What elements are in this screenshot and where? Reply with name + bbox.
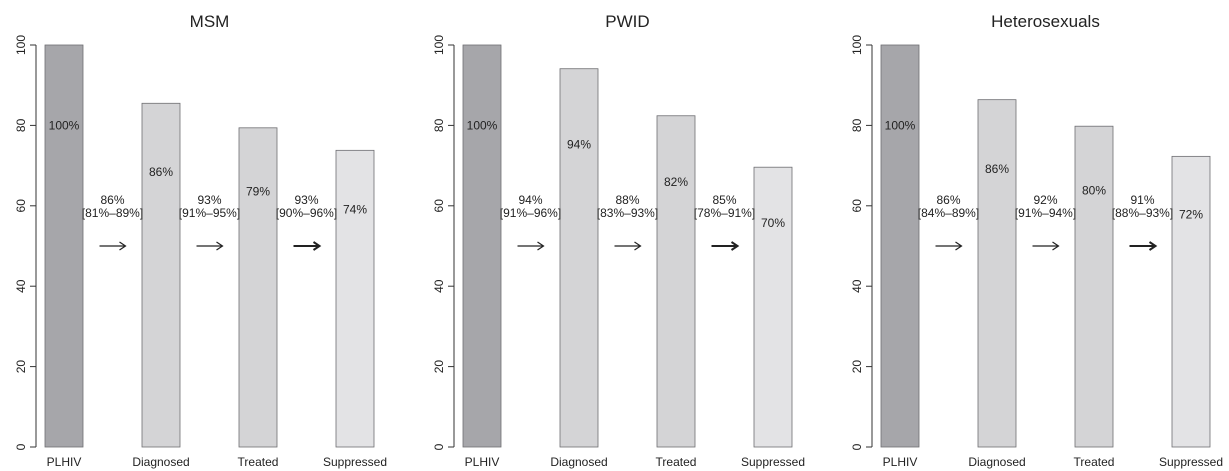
x-category-label: Diagnosed <box>132 455 189 469</box>
y-tick-label: 0 <box>432 443 446 450</box>
bar-diagnosed <box>977 99 1017 448</box>
transition-arrowhead <box>1148 241 1158 251</box>
y-tick-label: 40 <box>14 279 28 293</box>
bar-value-label: 82% <box>664 175 688 189</box>
bar-value-label: 80% <box>1082 183 1106 197</box>
x-category-label: PLHIV <box>47 455 82 469</box>
y-tick-label: 40 <box>850 279 864 293</box>
bar-value-label: 94% <box>567 137 591 151</box>
x-category-label: Suppressed <box>1159 455 1223 469</box>
bar-suppressed <box>335 149 375 448</box>
bar-suppressed <box>1171 155 1211 448</box>
x-category-label: PLHIV <box>465 455 500 469</box>
transition-rate: 86% <box>936 193 960 207</box>
y-tick-label: 40 <box>432 279 446 293</box>
bar-treated <box>238 127 278 448</box>
y-tick-label: 80 <box>432 118 446 132</box>
y-tick-label: 60 <box>432 199 446 213</box>
y-tick-label: 80 <box>14 118 28 132</box>
chart-title: MSM <box>190 12 230 31</box>
y-tick-label: 60 <box>850 199 864 213</box>
transition-rate: 92% <box>1033 193 1057 207</box>
bar-plhiv <box>44 44 84 448</box>
transition-ci: [83%–93%] <box>597 206 658 220</box>
x-category-label: Suppressed <box>323 455 387 469</box>
transition-rate: 93% <box>197 193 221 207</box>
transition-rate: 86% <box>100 193 124 207</box>
bar-value-label: 79% <box>246 185 270 199</box>
x-category-label: Diagnosed <box>550 455 607 469</box>
chart-title: Heterosexuals <box>991 12 1100 31</box>
bar-value-label: 72% <box>1179 207 1203 221</box>
x-category-label: Treated <box>1074 455 1115 469</box>
transition-arrowhead <box>1052 241 1060 251</box>
x-category-label: Diagnosed <box>968 455 1025 469</box>
bar-value-label: 100% <box>885 118 916 132</box>
bar-value-label: 100% <box>467 118 498 132</box>
transition-ci: [88%–93%] <box>1112 206 1173 220</box>
transition-ci: [91%–96%] <box>500 206 561 220</box>
bar-value-label: 100% <box>49 118 80 132</box>
y-tick-label: 80 <box>850 118 864 132</box>
transition-arrowhead <box>730 241 740 251</box>
transition-rate: 88% <box>615 193 639 207</box>
bar-plhiv <box>880 44 920 448</box>
transition-ci: [84%–89%] <box>918 206 979 220</box>
bar-diagnosed <box>559 68 599 448</box>
transition-arrowhead <box>216 241 224 251</box>
bar-value-label: 86% <box>985 162 1009 176</box>
x-category-label: PLHIV <box>883 455 918 469</box>
transition-rate: 94% <box>518 193 542 207</box>
transition-ci: [90%–96%] <box>276 206 337 220</box>
y-tick-label: 0 <box>14 443 28 450</box>
transition-rate: 91% <box>1130 193 1154 207</box>
transition-arrowhead <box>119 241 127 251</box>
y-tick-label: 0 <box>850 443 864 450</box>
x-category-label: Treated <box>656 455 697 469</box>
y-tick-label: 60 <box>14 199 28 213</box>
transition-ci: [81%–89%] <box>82 206 143 220</box>
transition-ci: [91%–95%] <box>179 206 240 220</box>
bar-value-label: 74% <box>343 203 367 217</box>
bar-value-label: 86% <box>149 165 173 179</box>
bar-treated <box>656 115 696 448</box>
y-tick-label: 100 <box>14 35 28 55</box>
transition-arrowhead <box>537 241 545 251</box>
chart-panel-pwid: PWID 0 20 40 60 80 100 100% PLHIV 94% Diagnosed 82%… <box>432 12 805 469</box>
transition-rate: 93% <box>294 193 318 207</box>
chart-panel-msm: MSM 0 20 40 60 80 100 100% PLHIV 86% Diagnosed 79% T… <box>14 12 387 469</box>
chart-panel-heterosexuals: Heterosexuals 0 20 40 60 80 100 100% PLHIV 86% Dia… <box>850 12 1223 469</box>
bar-value-label: 70% <box>761 216 785 230</box>
bar-suppressed <box>753 166 793 448</box>
bar-plhiv <box>462 44 502 448</box>
transition-ci: [78%–91%] <box>694 206 755 220</box>
y-tick-label: 100 <box>432 35 446 55</box>
y-tick-label: 100 <box>850 35 864 55</box>
y-tick-label: 20 <box>14 360 28 374</box>
x-category-label: Treated <box>238 455 279 469</box>
transition-rate: 85% <box>712 193 736 207</box>
bar-treated <box>1074 125 1114 448</box>
y-tick-label: 20 <box>850 360 864 374</box>
y-tick-label: 20 <box>432 360 446 374</box>
x-category-label: Suppressed <box>741 455 805 469</box>
transition-arrowhead <box>955 241 963 251</box>
bar-diagnosed <box>141 102 181 448</box>
transition-ci: [91%–94%] <box>1015 206 1076 220</box>
chart-title: PWID <box>605 12 649 31</box>
transition-arrowhead <box>312 241 322 251</box>
transition-arrowhead <box>634 241 642 251</box>
